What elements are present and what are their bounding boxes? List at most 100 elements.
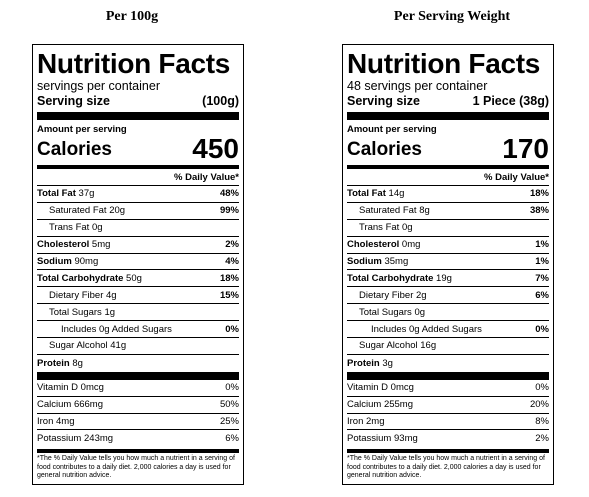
nutrient-name: Saturated Fat bbox=[359, 205, 417, 217]
nutrient-row-total-carbohydrate: Total Carbohydrate 19g 7% bbox=[347, 270, 549, 288]
nutrient-row-total-carbohydrate: Total Carbohydrate 50g 18% bbox=[37, 270, 239, 288]
serving-size-value: (100g) bbox=[202, 94, 239, 108]
nutrient-row-trans-fat: Trans Fat 0g bbox=[347, 220, 549, 237]
medium-divider bbox=[347, 165, 549, 169]
nutrient-row-sodium: Sodium 90mg 4% bbox=[37, 254, 239, 271]
nutrient-dv: 18% bbox=[219, 272, 239, 284]
nutrient-row-sodium: Sodium 35mg 1% bbox=[347, 254, 549, 271]
nutrient-amount: 41g bbox=[110, 340, 127, 352]
nutrient-dv: 4% bbox=[225, 256, 239, 267]
vitamin-name: Potassium bbox=[37, 433, 82, 445]
nutrient-amount: 5mg bbox=[91, 239, 111, 251]
nutrient-amount: 3g bbox=[382, 357, 393, 369]
nutrient-name: Cholesterol bbox=[347, 239, 400, 251]
nutrition-facts-title: Nutrition Facts bbox=[37, 48, 231, 79]
nutrient-amount: 37g bbox=[78, 188, 95, 200]
servings-per-container: 48 servings per container bbox=[347, 79, 488, 93]
nutrient-row-dietary-fiber: Dietary Fiber 4g 15% bbox=[37, 287, 239, 305]
serving-size-row: Serving size 1 Piece (38g) bbox=[347, 94, 549, 109]
amount-per-serving: Amount per serving bbox=[347, 124, 437, 135]
serving-size-row: Serving size (100g) bbox=[37, 94, 239, 109]
nutrient-row-total-fat: Total Fat 14g 18% bbox=[347, 186, 549, 203]
nutrient-amount: 8g bbox=[419, 205, 430, 217]
nutrient-row-protein: Protein 3g bbox=[347, 355, 549, 372]
nutrient-amount: 35mg bbox=[384, 256, 409, 267]
nutrient-name: Includes 0g Added Sugars bbox=[371, 323, 482, 335]
nutrient-dv: 38% bbox=[529, 205, 549, 217]
vitamin-row-iron: Iron 2mg 8% bbox=[347, 414, 549, 431]
nutrient-dv: 0% bbox=[535, 323, 549, 335]
serving-size-label: Serving size bbox=[37, 94, 110, 108]
nutrient-row-protein: Protein 8g bbox=[37, 355, 239, 372]
nutrient-row-saturated-fat: Saturated Fat 20g 99% bbox=[37, 203, 239, 220]
column-heading-per-serving: Per Serving Weight bbox=[393, 9, 511, 24]
nutrient-amount: 20g bbox=[109, 205, 126, 217]
nutrient-name: Cholesterol bbox=[37, 239, 90, 251]
nutrition-label-per-serving: Nutrition Facts 48 servings per containe… bbox=[342, 44, 554, 485]
calories-label: Calories bbox=[37, 139, 112, 160]
nutrient-dv: 2% bbox=[225, 239, 239, 251]
nutrient-amount: 0g bbox=[414, 306, 426, 318]
nutrient-name: Dietary Fiber bbox=[359, 289, 414, 301]
vitamin-dv: 25% bbox=[219, 416, 239, 428]
nutrient-row-added-sugars: Includes 0g Added Sugars 0% bbox=[347, 321, 549, 339]
nutrient-row-added-sugars: Includes 0g Added Sugars 0% bbox=[37, 321, 239, 339]
nutrient-row-cholesterol: Cholesterol 5mg 2% bbox=[37, 237, 239, 254]
vitamin-dv: 8% bbox=[535, 416, 549, 428]
column-heading-per-100g: Per 100g bbox=[105, 9, 159, 24]
nutrient-name: Sodium bbox=[37, 256, 72, 267]
nutrient-dv: 99% bbox=[219, 205, 239, 217]
nutrient-name: Total Carbohydrate bbox=[37, 272, 124, 284]
nutrient-row-dietary-fiber: Dietary Fiber 2g 6% bbox=[347, 287, 549, 305]
nutrient-name: Sodium bbox=[347, 256, 382, 267]
nutrient-amount: 0g bbox=[91, 222, 103, 234]
daily-value-footnote: *The % Daily Value tells you how much a … bbox=[37, 449, 239, 480]
amount-per-serving: Amount per serving bbox=[37, 124, 127, 135]
vitamin-row-calcium: Calcium 666mg 50% bbox=[37, 397, 239, 414]
nutrient-dv: 1% bbox=[535, 256, 549, 267]
nutrient-name: Total Fat bbox=[347, 188, 386, 200]
nutrient-name: Protein bbox=[347, 357, 380, 369]
daily-value-header: % Daily Value* bbox=[347, 171, 549, 186]
nutrient-dv: 48% bbox=[219, 188, 239, 200]
vitamin-amount: 0mcg bbox=[80, 382, 104, 394]
nutrient-amount: 1g bbox=[104, 306, 116, 318]
vitamin-dv: 0% bbox=[225, 382, 239, 394]
calories-row: Calories 170 bbox=[347, 135, 549, 163]
calories-label: Calories bbox=[347, 139, 422, 160]
nutrient-name: Total Sugars bbox=[359, 306, 412, 318]
nutrient-amount: 50g bbox=[126, 272, 142, 284]
thick-divider bbox=[37, 112, 239, 120]
nutrient-row-total-sugars: Total Sugars 1g bbox=[37, 304, 239, 322]
nutrient-row-total-fat: Total Fat 37g 48% bbox=[37, 186, 239, 203]
nutrient-row-sugar-alcohol: Sugar Alcohol 41g bbox=[37, 338, 239, 355]
nutrient-name: Saturated Fat bbox=[49, 205, 107, 217]
nutrient-name: Total Fat bbox=[37, 188, 76, 200]
nutrient-amount: 90mg bbox=[74, 256, 99, 267]
calories-value: 450 bbox=[192, 133, 239, 164]
servings-per-container: servings per container bbox=[37, 79, 160, 93]
vitamin-amount: 2mg bbox=[366, 416, 385, 428]
nutrient-row-saturated-fat: Saturated Fat 8g 38% bbox=[347, 203, 549, 220]
vitamin-name: Iron bbox=[347, 416, 364, 428]
vitamin-amount: 243mg bbox=[84, 433, 114, 445]
nutrient-amount: 0g bbox=[401, 222, 413, 234]
daily-value-footnote: *The % Daily Value tells you how much a … bbox=[347, 449, 549, 480]
serving-size-label: Serving size bbox=[347, 94, 420, 108]
medium-divider bbox=[37, 165, 239, 169]
vitamin-row-vitamin-d: Vitamin D 0mcg 0% bbox=[347, 380, 549, 397]
nutrient-name: Total Sugars bbox=[49, 306, 102, 318]
vitamin-amount: 93mg bbox=[394, 433, 418, 445]
vitamin-row-iron: Iron 4mg 25% bbox=[37, 414, 239, 431]
vitamin-name: Iron bbox=[37, 416, 54, 428]
nutrient-dv: 1% bbox=[535, 239, 549, 251]
calories-row: Calories 450 bbox=[37, 135, 239, 163]
nutrient-amount: 16g bbox=[420, 340, 437, 352]
calories-value: 170 bbox=[502, 133, 549, 164]
nutrient-dv: 18% bbox=[529, 188, 549, 200]
nutrient-amount: 19g bbox=[436, 272, 452, 284]
nutrient-name: Includes 0g Added Sugars bbox=[61, 323, 172, 335]
vitamin-amount: 0mcg bbox=[390, 382, 414, 394]
nutrient-dv: 7% bbox=[535, 272, 549, 284]
thick-divider bbox=[347, 112, 549, 120]
